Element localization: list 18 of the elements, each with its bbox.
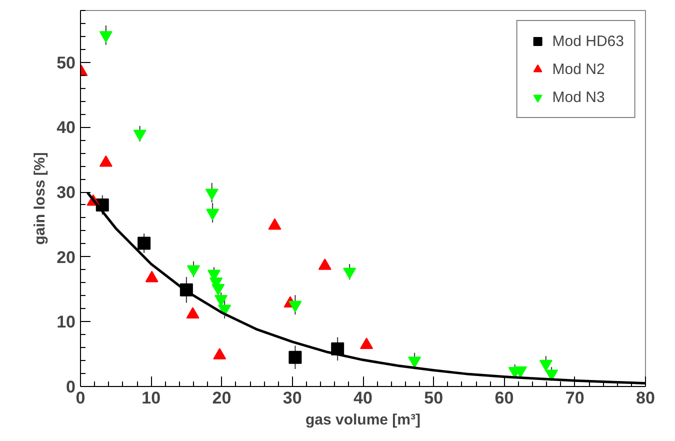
- x-tick-label: 50: [424, 388, 444, 408]
- x-tick-label: 60: [494, 388, 514, 408]
- y-tick-label: 20: [56, 248, 76, 267]
- x-tick-label: 20: [212, 388, 232, 408]
- legend-label: Mod HD63: [552, 32, 624, 50]
- legend-label: Mod N2: [552, 60, 605, 78]
- x-tick-label: 40: [354, 388, 372, 408]
- x-axis-title: gas volume [m³]: [305, 412, 421, 428]
- legend-label: Mod N3: [552, 88, 605, 106]
- x-tick-label: 80: [636, 388, 655, 408]
- y-tick-label: 40: [56, 118, 76, 138]
- y-tick-label: 10: [56, 312, 76, 332]
- x-tick-label: 70: [565, 388, 584, 408]
- x-tick-label: 10: [142, 388, 161, 408]
- y-axis-title: gain loss [%]: [32, 152, 49, 245]
- y-tick-label: 50: [56, 53, 76, 72]
- y-tick-label: 30: [56, 183, 76, 202]
- x-tick-label: 30: [282, 388, 302, 408]
